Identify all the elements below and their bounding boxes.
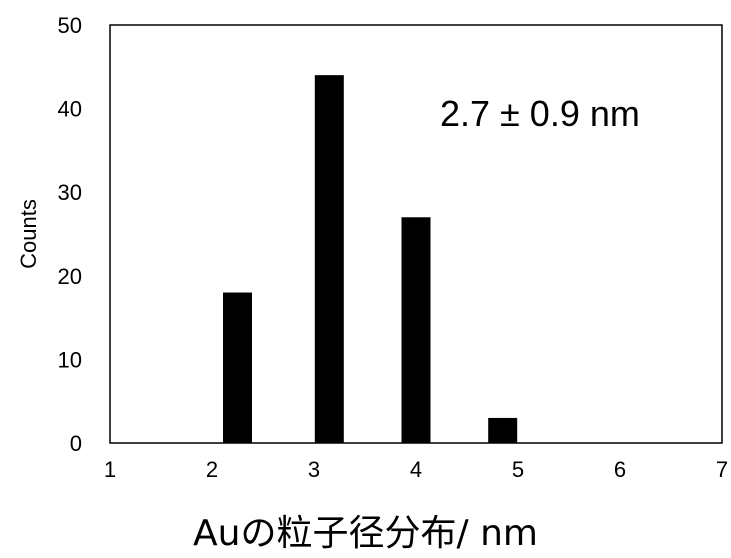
bar xyxy=(488,417,518,443)
y-tick-label: 40 xyxy=(58,97,82,122)
y-axis-label: Counts xyxy=(16,199,41,269)
x-tick-label: 2 xyxy=(206,457,218,482)
y-tick-label: 20 xyxy=(58,264,82,289)
bar xyxy=(401,217,431,443)
x-tick-label: 1 xyxy=(104,457,116,482)
x-tick-label: 5 xyxy=(512,457,524,482)
bars-group xyxy=(223,75,518,443)
x-tick-label: 6 xyxy=(614,457,626,482)
y-tick-label: 30 xyxy=(58,180,82,205)
y-tick-label: 0 xyxy=(70,431,82,456)
stats-annotation: 2.7 ± 0.9 nm xyxy=(440,93,640,134)
bar xyxy=(314,75,344,443)
y-tick-label: 50 xyxy=(58,13,82,38)
x-axis-label: Auの粒子径分布/ nm xyxy=(193,513,538,554)
x-tick-label: 4 xyxy=(410,457,422,482)
bar xyxy=(223,292,252,443)
y-tick-label: 10 xyxy=(58,347,82,372)
x-tick-labels: 1 2 3 4 5 6 7 xyxy=(104,457,728,482)
x-tick-label: 7 xyxy=(716,457,728,482)
y-tick-labels: 0 10 20 30 40 50 xyxy=(58,13,82,456)
x-tick-label: 3 xyxy=(308,457,320,482)
